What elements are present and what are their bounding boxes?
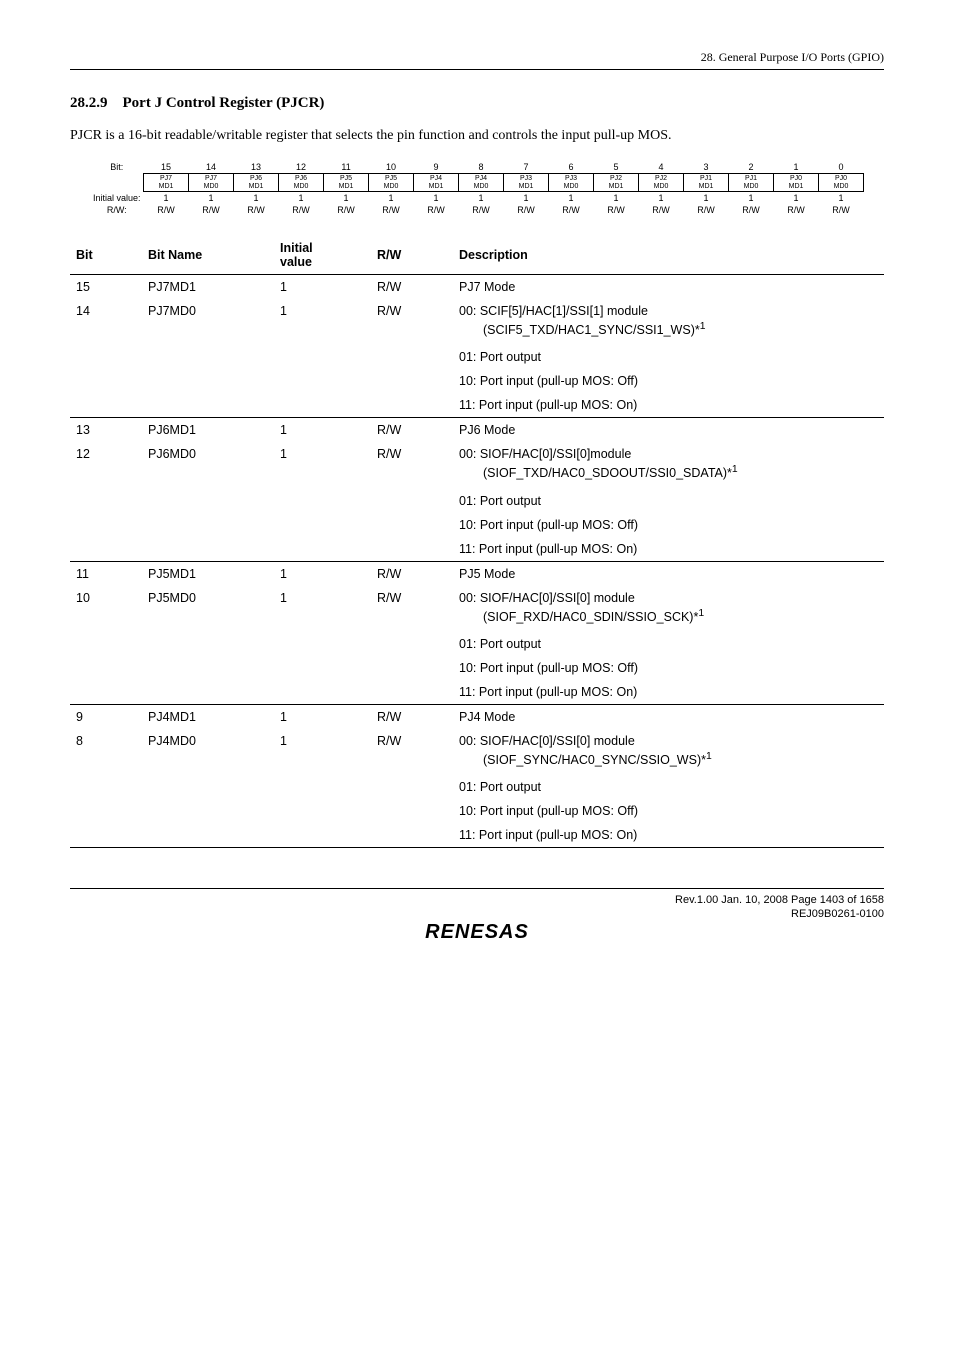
table-row: 13PJ6MD11R/WPJ6 Mode [70, 418, 884, 443]
renesas-logo: RENESAS [70, 921, 884, 944]
table-row: 01: Port output [70, 489, 884, 513]
table-row: 01: Port output [70, 632, 884, 656]
table-row: 11: Port input (pull-up MOS: On) [70, 537, 884, 562]
intro-paragraph: PJCR is a 16-bit readable/writable regis… [70, 127, 884, 146]
section-name: Port J Control Register (PJCR) [123, 95, 325, 111]
register-table: Bit Bit Name Initial value R/W Descripti… [70, 236, 884, 848]
page-footer: Rev.1.00 Jan. 10, 2008 Page 1403 of 1658… [70, 888, 884, 945]
table-row: 11: Port input (pull-up MOS: On) [70, 680, 884, 705]
table-row: 10: Port input (pull-up MOS: Off) [70, 799, 884, 823]
footer-rev: Rev.1.00 Jan. 10, 2008 Page 1403 of 1658 [70, 893, 884, 907]
col-bitname: Bit Name [142, 236, 274, 275]
table-row: 11: Port input (pull-up MOS: On) [70, 393, 884, 418]
table-row: 11: Port input (pull-up MOS: On) [70, 823, 884, 848]
col-desc: Description [453, 236, 884, 275]
bit-diagram: Bit:1514131211109876543210PJ7MD1PJ7MD0PJ… [90, 161, 864, 216]
table-row: 11PJ5MD11R/WPJ5 Mode [70, 561, 884, 586]
table-row: 01: Port output [70, 775, 884, 799]
table-row: 12PJ6MD01R/W00: SIOF/HAC[0]/SSI[0]module… [70, 442, 884, 488]
table-row: 01: Port output [70, 345, 884, 369]
table-row: 10: Port input (pull-up MOS: Off) [70, 369, 884, 393]
table-row: 14PJ7MD01R/W00: SCIF[5]/HAC[1]/SSI[1] mo… [70, 299, 884, 345]
table-row: 9PJ4MD11R/WPJ4 Mode [70, 704, 884, 729]
section-title: 28.2.9 Port J Control Register (PJCR) [70, 95, 884, 112]
section-number: 28.2.9 [70, 95, 108, 111]
col-initial: Initial value [274, 236, 371, 275]
chapter-header: 28. General Purpose I/O Ports (GPIO) [70, 50, 884, 70]
table-row: 15PJ7MD11R/WPJ7 Mode [70, 275, 884, 300]
table-row: 10: Port input (pull-up MOS: Off) [70, 656, 884, 680]
table-row: 8PJ4MD01R/W00: SIOF/HAC[0]/SSI[0] module… [70, 729, 884, 775]
table-row: 10PJ5MD01R/W00: SIOF/HAC[0]/SSI[0] modul… [70, 586, 884, 632]
col-bit: Bit [70, 236, 142, 275]
table-row: 10: Port input (pull-up MOS: Off) [70, 513, 884, 537]
footer-doc: REJ09B0261-0100 [70, 907, 884, 921]
col-rw: R/W [371, 236, 453, 275]
